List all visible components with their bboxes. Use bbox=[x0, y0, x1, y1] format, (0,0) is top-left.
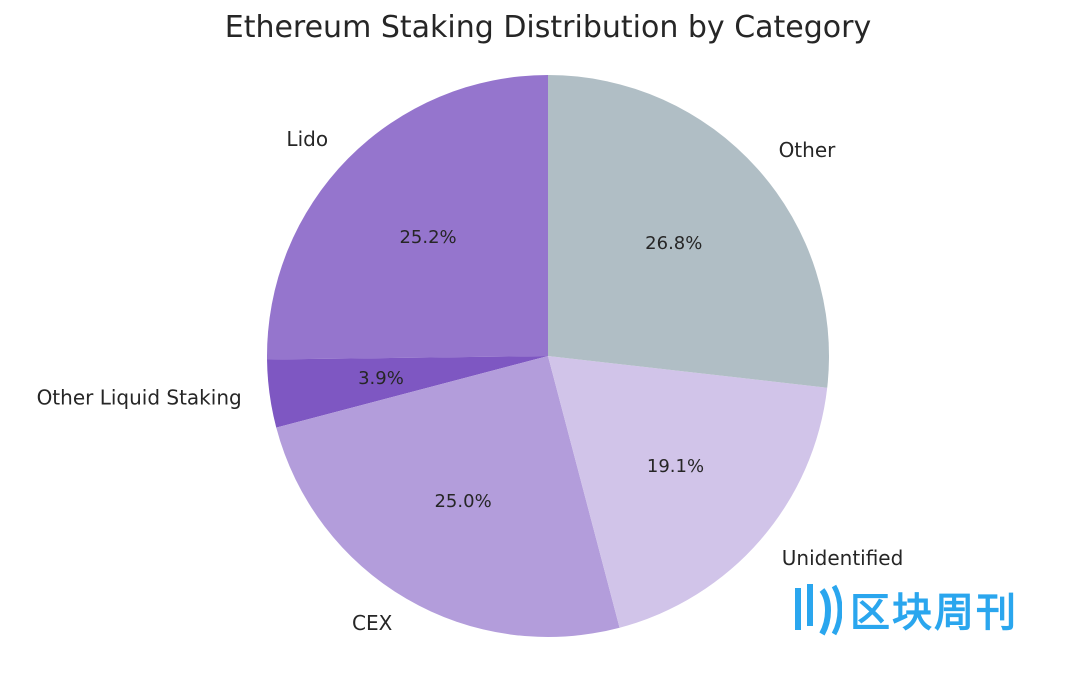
watermark: 区块周刊 bbox=[792, 578, 1018, 640]
pie-labels: 25.2% Lido 3.9% Other Liquid Staking 25.0% CE… bbox=[37, 127, 904, 635]
slice-label-unidentified: Unidentified bbox=[782, 546, 904, 570]
pct-label-other-liquid-staking: 3.9% bbox=[358, 368, 404, 389]
pie-slice-cex bbox=[276, 356, 620, 638]
pct-label-other: 26.8% bbox=[645, 233, 702, 254]
pie-slice-lido bbox=[267, 75, 548, 360]
slice-label-other: Other bbox=[779, 138, 837, 162]
pie-slice-unidentified bbox=[548, 356, 828, 628]
watermark-logo-icon bbox=[795, 584, 842, 636]
watermark-text: 区块周刊 bbox=[850, 590, 1018, 636]
pie-slices bbox=[267, 75, 829, 638]
pct-label-cex: 25.0% bbox=[434, 491, 491, 512]
slice-label-other-liquid-staking: Other Liquid Staking bbox=[37, 386, 242, 410]
pct-label-unidentified: 19.1% bbox=[647, 456, 704, 477]
chart-title: Ethereum Staking Distribution by Categor… bbox=[225, 10, 872, 45]
slice-label-cex: CEX bbox=[352, 611, 393, 635]
pie-slice-other-liquid-staking bbox=[267, 356, 548, 428]
pie-slice-other bbox=[548, 75, 829, 388]
slice-label-lido: Lido bbox=[286, 127, 328, 151]
pct-label-lido: 25.2% bbox=[399, 227, 456, 248]
